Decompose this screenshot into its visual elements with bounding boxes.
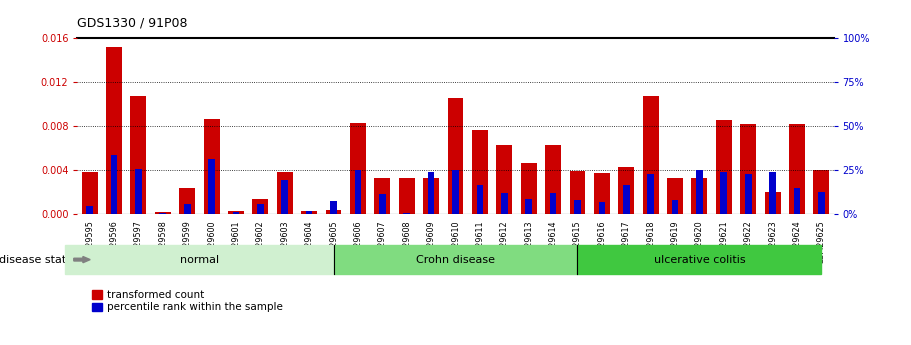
Bar bbox=[330, 201, 337, 214]
Bar bbox=[277, 172, 292, 214]
Bar bbox=[764, 192, 781, 214]
Bar bbox=[642, 96, 659, 214]
Text: normal: normal bbox=[179, 255, 219, 265]
Bar bbox=[793, 188, 800, 214]
Bar bbox=[399, 178, 415, 214]
Bar bbox=[789, 124, 805, 214]
Text: ulcerative colitis: ulcerative colitis bbox=[653, 255, 745, 265]
Bar bbox=[159, 213, 166, 214]
Bar bbox=[574, 200, 581, 214]
Bar bbox=[257, 204, 263, 214]
Bar bbox=[204, 119, 220, 214]
Text: Crohn disease: Crohn disease bbox=[416, 255, 495, 265]
Bar bbox=[424, 178, 439, 214]
Bar bbox=[745, 174, 752, 214]
Bar bbox=[671, 200, 679, 214]
Text: disease state: disease state bbox=[0, 255, 73, 265]
Bar bbox=[130, 96, 147, 214]
Bar bbox=[281, 180, 288, 214]
Bar bbox=[696, 170, 702, 214]
Bar bbox=[667, 178, 683, 214]
Bar bbox=[82, 172, 97, 214]
Bar bbox=[648, 174, 654, 214]
Bar bbox=[232, 212, 240, 214]
Bar bbox=[569, 171, 586, 214]
Text: GDS1330 / 91P08: GDS1330 / 91P08 bbox=[77, 16, 188, 29]
Bar bbox=[721, 172, 727, 214]
Bar bbox=[526, 198, 532, 214]
Bar bbox=[306, 211, 312, 214]
Bar bbox=[814, 170, 829, 214]
Bar bbox=[404, 213, 410, 214]
Bar bbox=[155, 212, 170, 214]
Legend: transformed count, percentile rank within the sample: transformed count, percentile rank withi… bbox=[92, 290, 283, 313]
Bar bbox=[179, 188, 195, 214]
Bar bbox=[599, 202, 605, 214]
Bar bbox=[691, 178, 707, 214]
Bar bbox=[374, 178, 390, 214]
Bar bbox=[106, 47, 122, 214]
Bar bbox=[452, 170, 459, 214]
Bar bbox=[228, 210, 244, 214]
Bar bbox=[521, 163, 537, 214]
Bar bbox=[549, 193, 557, 214]
Bar bbox=[496, 145, 512, 214]
Bar bbox=[594, 173, 609, 214]
Bar bbox=[252, 198, 269, 214]
Bar bbox=[209, 159, 215, 214]
Bar bbox=[472, 130, 487, 214]
Bar bbox=[545, 145, 561, 214]
Bar bbox=[302, 210, 317, 214]
Bar bbox=[135, 169, 142, 214]
Bar bbox=[111, 155, 118, 214]
Bar bbox=[741, 124, 756, 214]
Bar bbox=[501, 193, 507, 214]
Bar bbox=[716, 120, 732, 214]
Bar bbox=[623, 185, 630, 214]
Bar bbox=[87, 206, 93, 214]
Bar bbox=[325, 209, 342, 214]
Bar bbox=[476, 185, 483, 214]
Bar bbox=[354, 170, 362, 214]
Bar bbox=[769, 172, 776, 214]
Bar bbox=[350, 122, 366, 214]
Bar bbox=[184, 204, 190, 214]
Bar bbox=[447, 98, 464, 214]
Bar bbox=[818, 192, 824, 214]
Bar bbox=[428, 172, 435, 214]
Bar bbox=[379, 194, 385, 214]
Bar bbox=[619, 167, 634, 214]
